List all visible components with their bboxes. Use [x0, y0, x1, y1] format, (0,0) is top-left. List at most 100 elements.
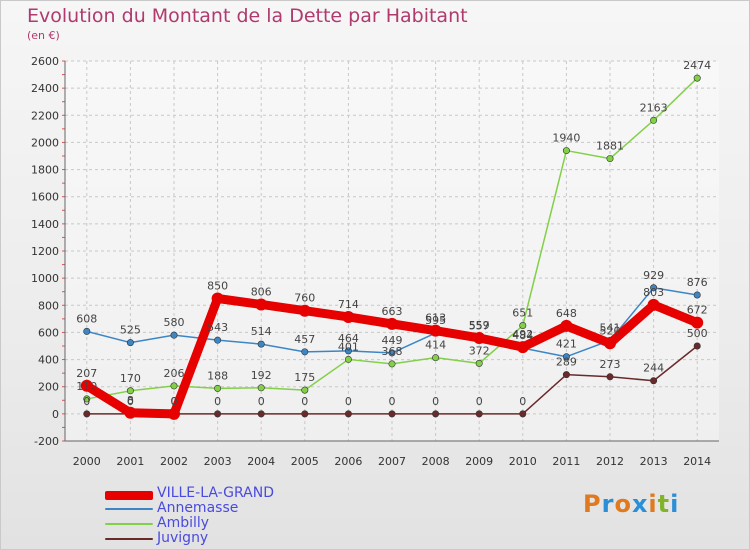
x-tick-label: 2000 [73, 455, 101, 468]
data-point [170, 382, 178, 390]
data-label: 2163 [640, 101, 668, 114]
data-label: 401 [338, 340, 359, 353]
data-label: 368 [382, 345, 403, 358]
data-label: 0 [258, 395, 265, 408]
x-tick-label: 2008 [422, 455, 450, 468]
data-point [647, 298, 660, 311]
data-point [257, 384, 265, 392]
y-tick-label: 1400 [31, 218, 59, 231]
data-label: 0 [476, 395, 483, 408]
proxiti-logo: Proxiti [583, 490, 679, 518]
y-tick-label: 1800 [31, 164, 59, 177]
legend-swatch [105, 491, 153, 500]
y-tick-label: 400 [38, 354, 59, 367]
legend-swatch [105, 508, 153, 510]
data-label: 543 [207, 321, 228, 334]
y-tick-label: 200 [38, 381, 59, 394]
data-label: 929 [643, 269, 664, 282]
x-tick-label: 2004 [247, 455, 275, 468]
data-point [214, 384, 222, 392]
data-point [650, 284, 658, 292]
data-label: 0 [83, 395, 90, 408]
legend-label: Ambilly [157, 515, 210, 531]
legend-label: Annemasse [157, 500, 239, 516]
data-label: 803 [643, 286, 664, 299]
data-label: 520 [600, 324, 621, 337]
x-tick-label: 2009 [465, 455, 493, 468]
data-label: 1881 [596, 140, 624, 153]
logo-letter: P [583, 490, 602, 518]
x-tick-label: 2003 [204, 455, 232, 468]
data-label: 580 [164, 316, 185, 329]
data-label: 170 [120, 372, 141, 385]
data-label: 0 [519, 395, 526, 408]
data-point [211, 292, 224, 305]
data-label: 0 [345, 395, 352, 408]
data-point [606, 373, 614, 381]
data-point [606, 155, 614, 163]
data-label: 500 [687, 327, 708, 340]
y-tick-label: 2200 [31, 109, 59, 122]
x-tick-label: 2002 [160, 455, 188, 468]
data-label: 557 [469, 319, 490, 332]
data-point [83, 395, 91, 403]
data-label: 806 [251, 285, 272, 298]
data-point [475, 410, 483, 418]
data-point [388, 410, 396, 418]
data-point [519, 322, 527, 330]
data-point [83, 410, 91, 418]
data-label: 188 [207, 369, 228, 382]
legend-swatch [105, 538, 153, 540]
data-point [388, 349, 396, 357]
logo-letter: i [670, 490, 680, 518]
data-label: 273 [600, 358, 621, 371]
data-label: 457 [294, 333, 315, 346]
data-point [301, 386, 309, 394]
data-point [562, 147, 570, 155]
data-label: 760 [294, 292, 315, 305]
data-point [301, 410, 309, 418]
data-label: 414 [425, 339, 446, 352]
y-tick-label: 0 [52, 408, 59, 421]
logo-letter: r [601, 490, 615, 518]
data-label: 372 [469, 344, 490, 357]
data-label: 175 [294, 371, 315, 384]
y-tick-label: -200 [34, 435, 59, 448]
data-point [650, 116, 658, 124]
data-label: 608 [76, 312, 97, 325]
y-tick-label: 2400 [31, 82, 59, 95]
data-label: 1940 [552, 132, 580, 145]
logo-letter: o [614, 490, 632, 518]
data-point [516, 341, 529, 354]
x-tick-label: 2010 [509, 455, 537, 468]
data-point [170, 331, 178, 339]
x-tick-label: 2013 [640, 455, 668, 468]
data-label: 672 [687, 304, 708, 317]
x-tick-label: 2007 [378, 455, 406, 468]
data-point [126, 339, 134, 347]
data-point [475, 359, 483, 367]
data-point [388, 360, 396, 368]
data-label: 244 [643, 362, 664, 375]
data-point [168, 407, 180, 420]
data-label: 206 [164, 367, 185, 380]
data-label: 110 [76, 380, 97, 393]
y-tick-label: 800 [38, 299, 59, 312]
data-point [473, 331, 486, 344]
y-tick-label: 1000 [31, 272, 59, 285]
data-point [255, 298, 268, 311]
data-label: 648 [556, 307, 577, 320]
data-label: 289 [556, 356, 577, 369]
chart-title: Evolution du Montant de la Dette par Hab… [27, 5, 468, 27]
data-label: 663 [382, 305, 403, 318]
data-label: 525 [120, 324, 141, 337]
x-tick-label: 2012 [596, 455, 624, 468]
data-label: 464 [338, 332, 359, 345]
data-label: 449 [382, 334, 403, 347]
data-point [126, 387, 134, 395]
data-point [301, 348, 309, 356]
y-tick-label: 1200 [31, 245, 59, 258]
data-point [562, 353, 570, 361]
data-label: 0 [171, 395, 178, 408]
data-label: 651 [512, 307, 533, 320]
